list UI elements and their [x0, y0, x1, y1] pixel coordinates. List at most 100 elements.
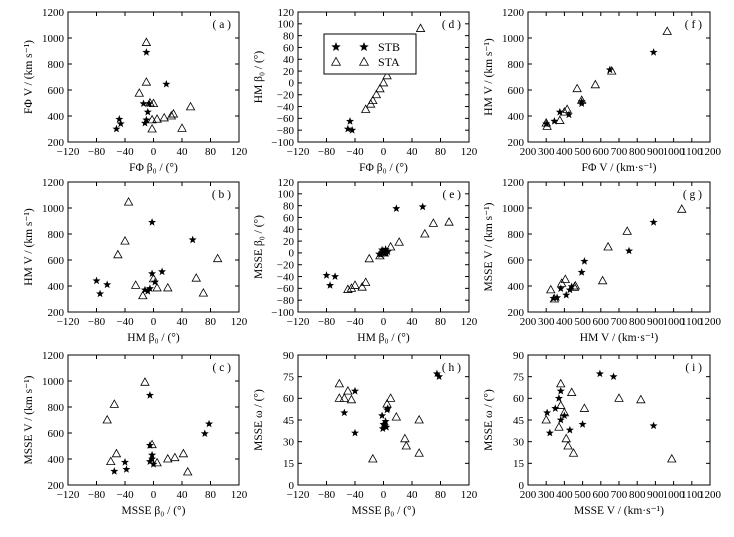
- stb-star-point: [115, 115, 124, 123]
- sta-triangle-point: [569, 282, 580, 291]
- x-tick-label: 500: [574, 489, 591, 501]
- sta-triangle-point: [614, 393, 624, 402]
- x-tick-label: 120: [231, 316, 248, 328]
- sta-triangle-point: [545, 284, 556, 294]
- sta-triangle-point: [365, 99, 376, 108]
- stb-star-point: [148, 450, 157, 459]
- sta-triangle-point: [562, 104, 572, 113]
- stb-star-point: [565, 425, 574, 434]
- x-tick-label: 40: [177, 489, 189, 501]
- x-tick-label: −120: [57, 316, 80, 328]
- sta-triangle-point: [541, 118, 551, 127]
- x-tick-label: 40: [177, 316, 189, 328]
- stb-star-point: [103, 280, 112, 289]
- sta-triangle-point: [590, 79, 601, 89]
- y-tick-label: 1200: [502, 7, 525, 19]
- panel-label: ( i ): [685, 362, 702, 374]
- sta-triangle-point: [560, 274, 571, 283]
- stb-star-point: [148, 218, 157, 226]
- stb-star-point: [383, 247, 392, 256]
- sta-triangle-point: [555, 115, 565, 124]
- y-tick-label: 90: [283, 350, 295, 362]
- x-tick-label: 900: [647, 316, 664, 328]
- y-tick-label: −20: [277, 260, 295, 272]
- sta-triangle-point: [400, 433, 410, 443]
- y-tick-label: 0: [519, 480, 525, 492]
- sta-triangle-point: [343, 385, 353, 395]
- stb-star-point: [625, 246, 633, 255]
- x-tick-label: −120: [287, 316, 310, 328]
- y-tick-label: 200: [48, 137, 65, 149]
- sta-triangle-point: [555, 400, 566, 409]
- x-tick-label: 1200: [699, 146, 722, 158]
- sta-triangle-point: [360, 104, 371, 113]
- sta-triangle-point: [334, 393, 345, 402]
- x-tick-label: 0: [151, 146, 157, 158]
- x-axis-label: FΦ V / (km·s⁻¹): [582, 162, 657, 174]
- x-tick-label: −80: [88, 316, 106, 328]
- y-tick-label: 1200: [42, 350, 65, 362]
- stb-star-point: [143, 287, 152, 295]
- panel-label: ( a ): [212, 19, 231, 31]
- stb-star-point: [340, 408, 349, 417]
- scatter-panel-8: −120 −80 −40 0 40 80 120 0 15 30 45 60 75 90 MSSE β₀ /…: [253, 350, 478, 517]
- sta-triangle-point: [622, 226, 632, 235]
- y-tick-label: −80: [277, 295, 295, 307]
- x-tick-label: −80: [318, 316, 336, 328]
- stb-star-point: [543, 408, 552, 417]
- y-tick-label: −20: [277, 90, 295, 102]
- sta-triangle-point: [148, 98, 159, 108]
- stb-star-point: [162, 79, 171, 88]
- y-axis-label: MSSE V / (km s⁻¹): [23, 375, 35, 464]
- sta-triangle-point: [148, 273, 159, 283]
- y-tick-label: 45: [283, 415, 295, 427]
- sta-triangle-point: [170, 452, 180, 462]
- y-axis-label: HM V / (km s⁻¹): [23, 208, 35, 286]
- sta-triangle-point: [420, 228, 430, 238]
- stb-star-point: [562, 290, 571, 299]
- scatter-panel-4: −120 −80 −40 0 40 80 120 200 400 600 800 1000 1200 HM…: [23, 177, 248, 344]
- x-tick-label: 1000: [663, 489, 686, 501]
- y-tick-label: −60: [277, 113, 295, 125]
- stb-star-point: [142, 48, 151, 56]
- plot-frame: [297, 354, 470, 486]
- sta-triangle-point: [561, 433, 571, 443]
- sta-triangle-point: [198, 288, 209, 297]
- legend-stb-star: [359, 42, 369, 52]
- x-tick-label: −40: [346, 316, 364, 328]
- sta-triangle-point: [415, 23, 426, 32]
- stb-star-point: [378, 245, 387, 254]
- y-axis-label: MSSE β₀ / (°): [253, 215, 265, 279]
- sta-triangle-point: [152, 114, 162, 123]
- y-tick-label: 1200: [42, 7, 65, 19]
- x-tick-label: 200: [520, 146, 537, 158]
- sta-triangle-point: [636, 394, 646, 404]
- y-tick-label: 100: [278, 19, 295, 31]
- y-tick-label: 400: [48, 281, 65, 293]
- y-tick-label: 1200: [42, 177, 65, 189]
- y-tick-label: 200: [48, 480, 65, 492]
- sta-triangle-point: [147, 439, 157, 449]
- stb-star-point: [139, 99, 148, 108]
- panel-label: ( b ): [212, 189, 231, 201]
- stb-star-point: [554, 394, 563, 402]
- x-tick-label: 40: [407, 489, 419, 501]
- stb-star-point: [649, 48, 658, 56]
- y-tick-label: 800: [508, 229, 525, 241]
- plot-frame: [527, 181, 711, 313]
- plot-frame: [297, 11, 470, 143]
- sta-triangle-point: [677, 204, 687, 213]
- sta-triangle-point: [182, 466, 193, 476]
- y-tick-label: 30: [283, 436, 295, 448]
- scatter-panel-2: −120 −80 −40 0 40 80 120−100−80−60−40−20020406…: [253, 7, 478, 174]
- y-tick-label: 120: [278, 7, 295, 19]
- scatter-panel-1: −120 −80 −40 0 40 80 120 200 400 600 800 1000 1200 FΦ…: [23, 7, 248, 174]
- stb-star-point: [122, 465, 131, 473]
- sta-triangle-point: [162, 453, 173, 463]
- y-tick-label: 100: [278, 189, 295, 201]
- panel-label: ( f ): [685, 19, 702, 31]
- sta-triangle-point: [212, 253, 223, 263]
- x-tick-label: −40: [346, 146, 364, 158]
